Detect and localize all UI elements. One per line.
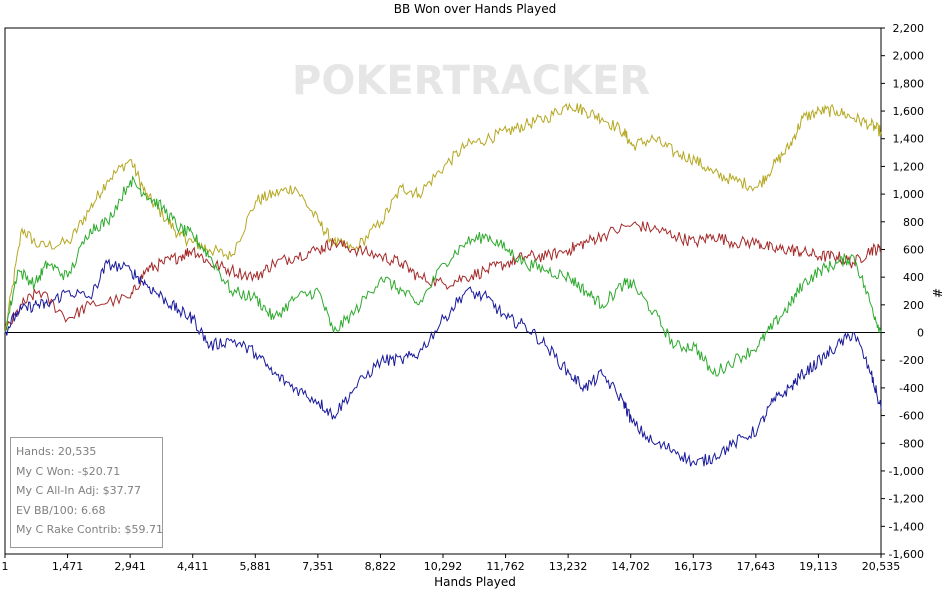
stat-won: My C Won: -$20.71 — [16, 464, 121, 478]
x-axis-label: Hands Played — [434, 575, 516, 589]
series-line-4 — [4, 258, 882, 467]
x-tick-label: 17,643 — [737, 560, 776, 573]
x-tick-label: 1 — [2, 560, 9, 573]
y-tick-label: 200 — [903, 299, 924, 312]
series-line-2 — [4, 221, 882, 333]
x-tick-label: 16,173 — [674, 560, 713, 573]
series-line-3 — [4, 175, 882, 377]
y-tick-label: -800 — [899, 437, 924, 450]
y-tick-label: -1,200 — [889, 493, 924, 506]
x-tick-label: 13,232 — [549, 560, 588, 573]
x-tick-label: 7,351 — [302, 560, 334, 573]
y-tick-label: 1,600 — [893, 105, 925, 118]
x-tick-label: 1,471 — [52, 560, 84, 573]
y-tick-label: -1,000 — [889, 465, 924, 478]
y-tick-label: -1,400 — [889, 520, 924, 533]
x-axis-ticks: 1 1,471 2,941 4,411 5,881 7,351 8,822 10,292 11,… — [2, 554, 901, 573]
y-tick-label: -400 — [899, 382, 924, 395]
y-tick-label: 1,000 — [893, 188, 925, 201]
stat-allin-adj: My C All-In Adj: $37.77 — [16, 484, 142, 497]
y-tick-label: -600 — [899, 410, 924, 423]
y-tick-label: 400 — [903, 271, 924, 284]
y-tick-label: 2,200 — [893, 22, 925, 35]
y-tick-label: 600 — [903, 243, 924, 256]
y-axis-ticks: 2,200 2,000 1,800 1,600 1,400 1,200 1,000 800 60… — [881, 22, 924, 561]
x-tick-label: 4,411 — [177, 560, 209, 573]
series-line-1 — [4, 102, 882, 333]
x-tick-label: 5,881 — [240, 560, 272, 573]
x-tick-label: 11,762 — [486, 560, 525, 573]
x-tick-label: 8,822 — [365, 560, 397, 573]
x-tick-label: 19,113 — [799, 560, 838, 573]
stat-hands: Hands: 20,535 — [16, 445, 97, 458]
chart-title: BB Won over Hands Played — [393, 2, 557, 16]
y-tick-label: -1,600 — [889, 548, 924, 561]
stat-ev-bb100: EV BB/100: 6.68 — [16, 503, 106, 517]
y-tick-label: -200 — [899, 354, 924, 367]
y-tick-label: 1,200 — [893, 160, 925, 173]
x-tick-label: 14,702 — [611, 560, 650, 573]
y-tick-label: 1,800 — [893, 77, 925, 90]
x-tick-label: 20,535 — [862, 560, 901, 573]
watermark: POKERTRACKER — [292, 58, 650, 104]
y-tick-label: 1,400 — [893, 133, 925, 146]
x-tick-label: 10,292 — [424, 560, 463, 573]
y-tick-label: 800 — [903, 216, 924, 229]
y-axis-label: # — [930, 287, 945, 299]
y-tick-label: 0 — [917, 327, 924, 340]
series-layer — [4, 102, 882, 467]
y-tick-label: 2,000 — [893, 50, 925, 63]
stat-rake: My C Rake Contrib: $59.71 — [16, 523, 164, 536]
stats-box: Hands: 20,535 My C Won: -$20.71 My C All… — [10, 437, 163, 548]
x-tick-label: 2,941 — [114, 560, 146, 573]
